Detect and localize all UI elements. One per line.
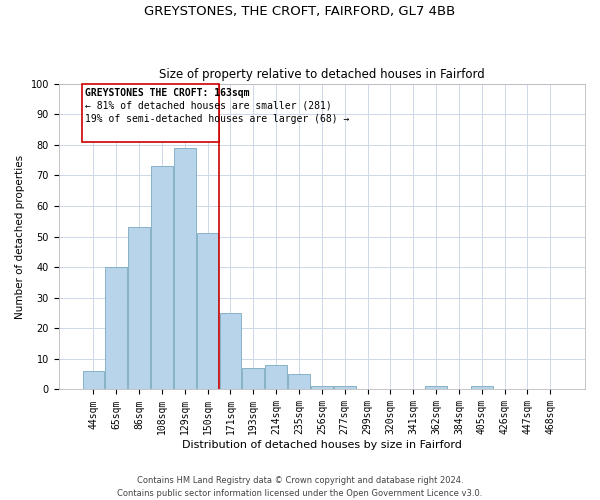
- Text: GREYSTONES THE CROFT: 163sqm: GREYSTONES THE CROFT: 163sqm: [85, 88, 250, 98]
- Bar: [106, 267, 127, 390]
- Text: GREYSTONES, THE CROFT, FAIRFORD, GL7 4BB: GREYSTONES, THE CROFT, FAIRFORD, GL7 4BB: [145, 5, 455, 18]
- Text: 19% of semi-detached houses are larger (68) →: 19% of semi-detached houses are larger (…: [85, 114, 350, 124]
- Bar: [151, 166, 173, 390]
- X-axis label: Distribution of detached houses by size in Fairford: Distribution of detached houses by size …: [182, 440, 462, 450]
- Text: ← 81% of detached houses are smaller (281): ← 81% of detached houses are smaller (28…: [85, 100, 332, 110]
- Bar: [311, 386, 332, 390]
- Bar: [83, 371, 104, 390]
- Text: Contains HM Land Registry data © Crown copyright and database right 2024.
Contai: Contains HM Land Registry data © Crown c…: [118, 476, 482, 498]
- Bar: [265, 365, 287, 390]
- Title: Size of property relative to detached houses in Fairford: Size of property relative to detached ho…: [159, 68, 485, 81]
- Bar: [220, 313, 241, 390]
- Bar: [471, 386, 493, 390]
- Bar: [128, 228, 150, 390]
- Y-axis label: Number of detached properties: Number of detached properties: [15, 154, 25, 318]
- Bar: [197, 234, 218, 390]
- FancyBboxPatch shape: [82, 84, 219, 141]
- Bar: [425, 386, 447, 390]
- Bar: [334, 386, 356, 390]
- Bar: [288, 374, 310, 390]
- Bar: [242, 368, 264, 390]
- Bar: [174, 148, 196, 390]
